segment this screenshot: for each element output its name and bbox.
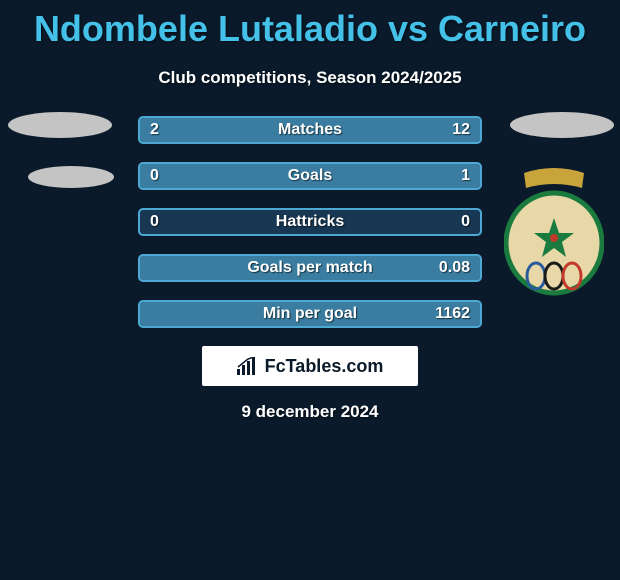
- bar-value-right: 0: [461, 213, 470, 231]
- source-text: FcTables.com: [265, 356, 384, 377]
- bar-value-right: 1: [461, 167, 470, 185]
- bar-value-right: 0.08: [439, 259, 470, 277]
- player1-avatar-placeholder: [8, 112, 114, 216]
- stat-bar: 2 Matches 12: [138, 116, 482, 144]
- comparison-subtitle: Club competitions, Season 2024/2025: [0, 68, 620, 88]
- bar-fill-left: [140, 118, 188, 142]
- bar-label: Hattricks: [276, 213, 344, 231]
- bar-label: Matches: [278, 121, 342, 139]
- stat-bars: 2 Matches 12 0 Goals 1 0 Hattricks 0 Goals per ma…: [138, 116, 482, 328]
- bar-value-right: 12: [452, 121, 470, 139]
- footer-date: 9 december 2024: [0, 402, 620, 422]
- stats-area: 2 Matches 12 0 Goals 1 0 Hattricks 0 Goals per ma…: [0, 116, 620, 328]
- placeholder-shape: [510, 112, 614, 138]
- bar-label: Goals per match: [247, 259, 372, 277]
- bar-value-left: 0: [150, 213, 159, 231]
- source-badge: FcTables.com: [202, 346, 418, 386]
- comparison-title: Ndombele Lutaladio vs Carneiro: [0, 0, 620, 50]
- stat-bar: Min per goal 1162: [138, 300, 482, 328]
- stat-bar: 0 Hattricks 0: [138, 208, 482, 236]
- stat-bar: Goals per match 0.08: [138, 254, 482, 282]
- club-crest-icon: [504, 168, 604, 298]
- bar-value-left: 2: [150, 121, 159, 139]
- chart-icon: [237, 357, 259, 375]
- bar-value-right: 1162: [435, 305, 470, 323]
- player2-avatar-placeholder: [510, 112, 614, 138]
- stat-bar: 0 Goals 1: [138, 162, 482, 190]
- placeholder-shape: [8, 112, 112, 138]
- bar-value-left: 0: [150, 167, 159, 185]
- bar-label: Goals: [288, 167, 332, 185]
- bar-label: Min per goal: [263, 305, 357, 323]
- placeholder-shape: [28, 166, 114, 188]
